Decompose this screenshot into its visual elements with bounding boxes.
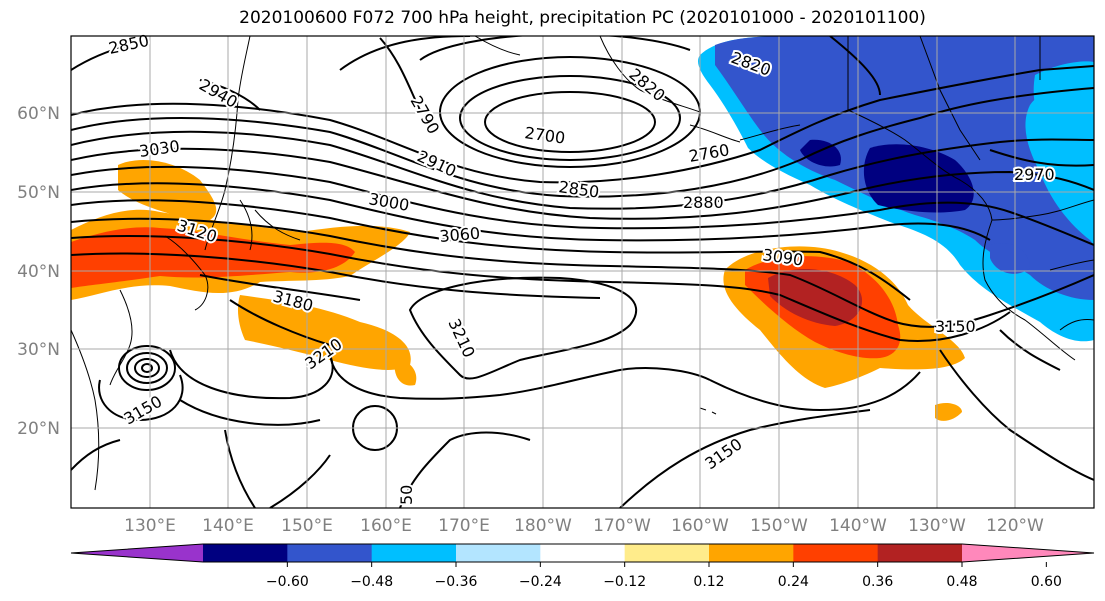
colorbar: −0.60 −0.48 −0.36 −0.24 −0.12 0.12 0.24 0.36 0.4…	[70, 543, 1095, 590]
colorbar-segment	[877, 544, 963, 562]
lon-label: 180°W	[514, 516, 572, 536]
contour-label: 3060	[439, 224, 481, 246]
colorbar-tick-label: 0.24	[778, 574, 809, 590]
lon-label: 150°E	[281, 516, 333, 536]
map-frame	[70, 35, 1095, 509]
lon-label: 140°W	[829, 516, 887, 536]
colorbar-segment	[624, 544, 710, 562]
colorbar-segment	[287, 544, 373, 562]
lon-label: 160°E	[360, 516, 412, 536]
colorbar-segment	[371, 544, 457, 562]
lat-label: 50°N	[17, 183, 60, 203]
lat-label: 60°N	[17, 104, 60, 124]
lon-label: 170°W	[593, 516, 651, 536]
colorbar-tick-label: −0.60	[266, 574, 309, 590]
contour-label: 50	[397, 485, 416, 505]
lon-label: 130°W	[908, 516, 966, 536]
lon-label: 160°W	[671, 516, 729, 536]
colorbar-tick-label: 0.12	[693, 574, 724, 590]
colorbar-tick-label: 0.36	[862, 574, 893, 590]
colorbar-tick-label: −0.48	[350, 574, 393, 590]
contour-label: 3090	[761, 245, 804, 269]
lat-label: 20°N	[17, 419, 60, 439]
contour-label: 3150	[935, 317, 976, 336]
coastlines	[71, 36, 1094, 491]
graticule	[71, 36, 1094, 508]
colorbar-extend-left	[71, 544, 203, 562]
lon-label: 150°W	[750, 516, 808, 536]
colorbar-segment	[793, 544, 879, 562]
lon-label: 120°W	[986, 516, 1044, 536]
colorbar-tick-label: −0.12	[603, 574, 646, 590]
colorbar-tick-label: 0.60	[1031, 574, 1062, 590]
lat-label: 40°N	[17, 262, 60, 282]
colorbar-segment	[203, 544, 288, 562]
contour-label: 2850	[557, 177, 600, 201]
longitude-labels: 130°E 140°E 150°E 160°E 170°E 180°W 170°…	[124, 516, 1044, 536]
colorbar-tick-label: −0.36	[435, 574, 478, 590]
map-title: 2020100600 F072 700 hPa height, precipit…	[239, 8, 926, 28]
colorbar-segment	[709, 544, 794, 562]
colorbar-tick-label: 0.48	[946, 574, 977, 590]
latitude-labels: 60°N 50°N 40°N 30°N 20°N	[17, 104, 60, 439]
contour-label: 2970	[1014, 165, 1055, 184]
colorbar-segment	[456, 544, 541, 562]
colorbar-tick-label: −0.24	[519, 574, 562, 590]
lon-label: 170°E	[438, 516, 490, 536]
lat-label: 30°N	[17, 340, 60, 360]
colorbar-extend-right	[962, 544, 1094, 562]
colorbar-segment	[540, 544, 626, 562]
colorbar-outline	[70, 543, 1095, 563]
lon-label: 130°E	[124, 516, 176, 536]
height-contours	[71, 36, 1094, 508]
lon-label: 140°E	[202, 516, 254, 536]
contour-label: 2880	[683, 193, 724, 212]
